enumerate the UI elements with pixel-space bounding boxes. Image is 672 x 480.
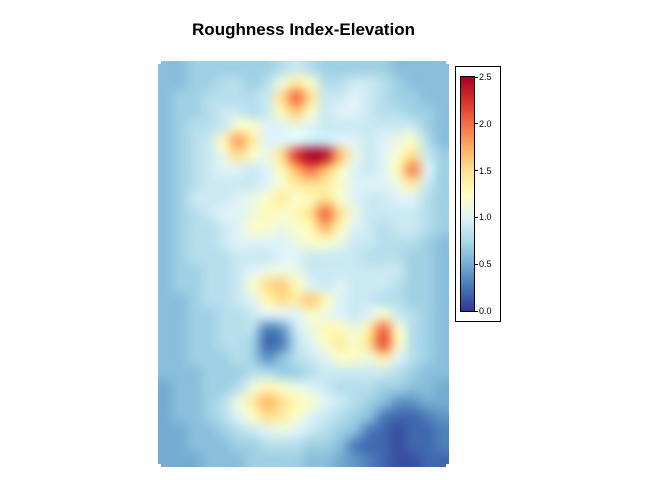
tick-mark	[475, 310, 478, 312]
corner-dot	[158, 464, 161, 467]
tick-mark	[475, 263, 478, 265]
heatmap-canvas	[158, 61, 449, 467]
colorbar-legend: 0.0 0.5 1.0 1.5 2.0 2.5	[455, 66, 501, 322]
colorbar-tick: 0.5	[475, 259, 492, 269]
chart-title: Roughness Index-Elevation	[192, 20, 415, 39]
tick-mark	[475, 123, 478, 125]
colorbar-tick: 2.5	[475, 72, 492, 82]
tick-mark	[475, 216, 478, 218]
colorbar-ticks: 0.0 0.5 1.0 1.5 2.0 2.5	[475, 72, 500, 316]
tick-mark	[475, 170, 478, 172]
tick-label: 2.0	[479, 118, 492, 129]
colorbar-tick: 2.0	[475, 119, 492, 129]
tick-label: 0.5	[479, 259, 492, 270]
corner-dot	[446, 464, 449, 467]
corner-dot	[446, 61, 449, 64]
tick-mark	[475, 76, 478, 78]
tick-label: 1.5	[479, 165, 492, 176]
colorbar-gradient	[460, 76, 475, 312]
tick-label: 1.0	[479, 212, 492, 223]
heatmap-plot	[158, 61, 449, 467]
corner-dot	[158, 61, 161, 64]
colorbar-tick: 1.5	[475, 166, 492, 176]
colorbar-tick: 1.0	[475, 212, 492, 222]
colorbar-tick: 0.0	[475, 306, 492, 316]
tick-label: 2.5	[479, 72, 492, 82]
tick-label: 0.0	[479, 306, 492, 316]
